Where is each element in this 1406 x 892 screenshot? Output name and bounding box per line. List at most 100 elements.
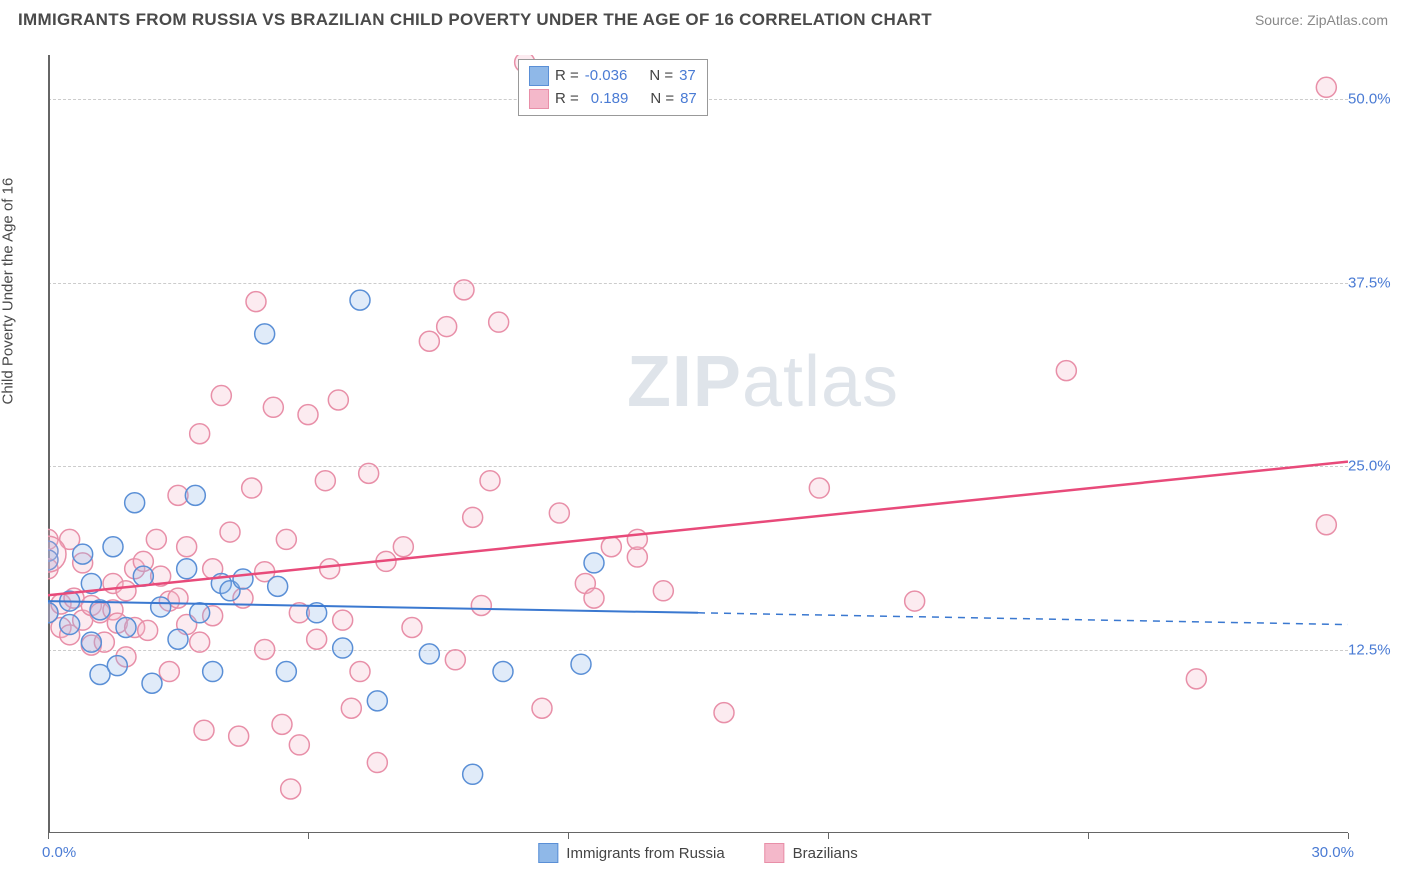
legend-item-russia: Immigrants from Russia — [538, 843, 724, 863]
data-point — [601, 537, 621, 557]
data-point — [320, 559, 340, 579]
legend-swatch-blue — [529, 66, 549, 86]
x-tick-mark — [1088, 833, 1089, 839]
y-axis-label: Child Poverty Under the Age of 16 — [0, 178, 17, 405]
data-point — [1316, 77, 1336, 97]
legend-item-brazilians: Brazilians — [765, 843, 858, 863]
data-point — [1056, 361, 1076, 381]
y-tick-label: 12.5% — [1348, 641, 1398, 658]
data-point — [333, 638, 353, 658]
trend-line-extrapolated — [698, 613, 1348, 625]
data-point — [905, 591, 925, 611]
x-min-label: 0.0% — [42, 844, 76, 861]
data-point — [281, 779, 301, 799]
data-point — [73, 544, 93, 564]
data-point — [220, 522, 240, 542]
data-point — [298, 405, 318, 425]
data-point — [233, 569, 253, 589]
data-point — [532, 698, 552, 718]
y-tick-label: 25.0% — [1348, 458, 1398, 475]
data-point — [268, 576, 288, 596]
data-point — [60, 615, 80, 635]
y-tick-label: 50.0% — [1348, 91, 1398, 108]
data-point — [242, 478, 262, 498]
data-point — [419, 644, 439, 664]
data-point — [185, 485, 205, 505]
x-tick-mark — [48, 833, 49, 839]
data-point — [341, 698, 361, 718]
legend-swatch-blue — [538, 843, 558, 863]
data-point — [138, 620, 158, 640]
data-point — [203, 662, 223, 682]
data-point — [437, 317, 457, 337]
data-point — [211, 386, 231, 406]
data-point — [809, 478, 829, 498]
data-point — [190, 603, 210, 623]
data-point — [255, 640, 275, 660]
data-point — [125, 493, 145, 513]
data-point — [402, 617, 422, 637]
data-point — [107, 656, 127, 676]
data-point — [276, 662, 296, 682]
data-point — [454, 280, 474, 300]
data-point — [116, 581, 136, 601]
data-point — [142, 673, 162, 693]
data-point — [584, 588, 604, 608]
data-point — [333, 610, 353, 630]
data-point — [350, 662, 370, 682]
y-tick-label: 37.5% — [1348, 274, 1398, 291]
data-point — [116, 617, 136, 637]
data-point — [177, 537, 197, 557]
data-point — [445, 650, 465, 670]
legend-swatch-pink — [765, 843, 785, 863]
chart-header: IMMIGRANTS FROM RUSSIA VS BRAZILIAN CHIL… — [18, 10, 1388, 30]
data-point — [81, 632, 101, 652]
data-point — [471, 595, 491, 615]
data-point — [393, 537, 413, 557]
x-max-label: 30.0% — [1311, 844, 1354, 861]
data-point — [272, 714, 292, 734]
data-point — [190, 424, 210, 444]
x-tick-mark — [308, 833, 309, 839]
data-point — [177, 559, 197, 579]
data-point — [103, 537, 123, 557]
x-tick-mark — [1348, 833, 1349, 839]
data-point — [627, 529, 647, 549]
legend-row-series-1: R = 0.189 N = 87 — [529, 88, 697, 111]
data-point — [463, 507, 483, 527]
data-point — [367, 753, 387, 773]
data-point — [653, 581, 673, 601]
data-point — [307, 629, 327, 649]
data-point — [315, 471, 335, 491]
data-point — [328, 390, 348, 410]
x-tick-mark — [568, 833, 569, 839]
data-point — [367, 691, 387, 711]
data-point — [246, 292, 266, 312]
scatter-svg — [48, 55, 1348, 833]
data-point — [493, 662, 513, 682]
legend-swatch-pink — [529, 89, 549, 109]
source-attribution: Source: ZipAtlas.com — [1255, 12, 1388, 28]
data-point — [146, 529, 166, 549]
data-point — [714, 703, 734, 723]
data-point — [549, 503, 569, 523]
data-point — [1316, 515, 1336, 535]
data-point — [289, 735, 309, 755]
data-point — [359, 463, 379, 483]
data-point — [168, 629, 188, 649]
plot-area: ZIPatlas 50.0%37.5%25.0%12.5% R = -0.036… — [48, 55, 1348, 833]
chart-title: IMMIGRANTS FROM RUSSIA VS BRAZILIAN CHIL… — [18, 10, 932, 30]
data-point — [584, 553, 604, 573]
data-point — [419, 331, 439, 351]
correlation-legend: R = -0.036 N = 37 R = 0.189 N = 87 — [518, 59, 708, 116]
series-legend: Immigrants from Russia Brazilians — [538, 843, 857, 863]
legend-row-series-0: R = -0.036 N = 37 — [529, 65, 697, 88]
data-point — [1186, 669, 1206, 689]
data-point — [229, 726, 249, 746]
data-point — [194, 720, 214, 740]
data-point — [463, 764, 483, 784]
data-point — [151, 597, 171, 617]
data-point — [276, 529, 296, 549]
data-point — [489, 312, 509, 332]
data-point — [133, 566, 153, 586]
